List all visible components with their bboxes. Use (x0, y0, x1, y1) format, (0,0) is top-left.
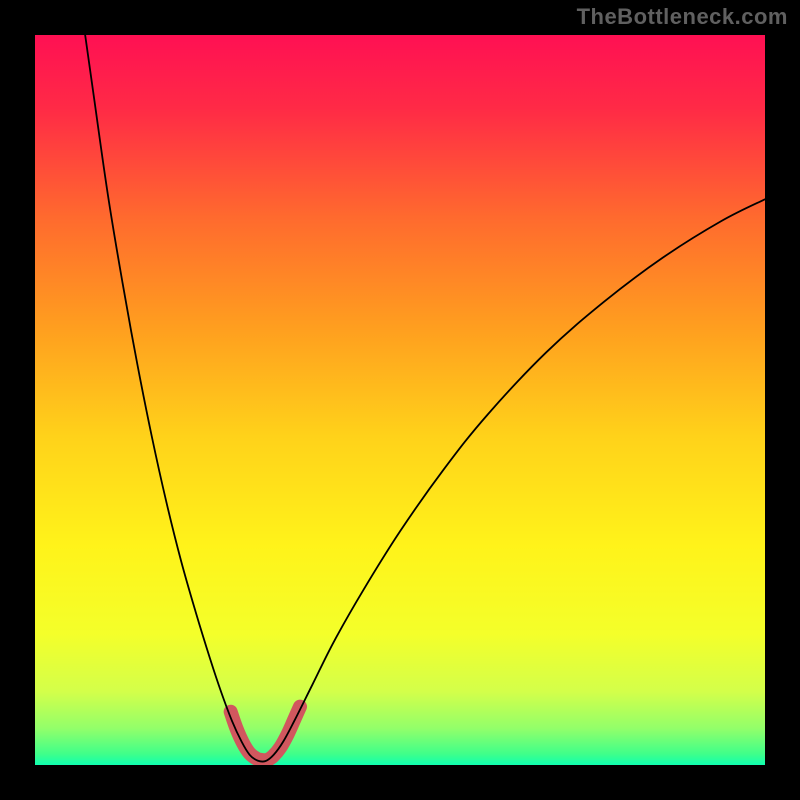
chart-container: TheBottleneck.com (0, 0, 800, 800)
bottleneck-chart (0, 0, 800, 800)
watermark-text: TheBottleneck.com (577, 4, 788, 30)
